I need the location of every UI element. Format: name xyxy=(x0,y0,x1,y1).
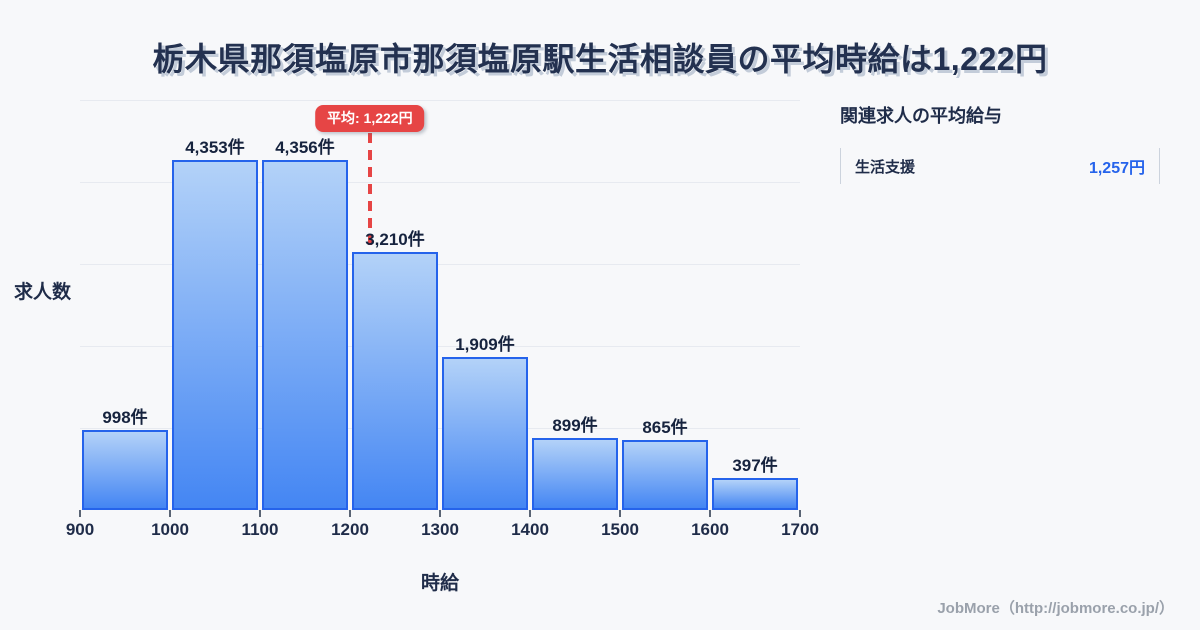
x-axis-tick-label: 1100 xyxy=(241,520,279,539)
related-jobs-panel: 関連求人の平均給与 生活支援 1,257円 xyxy=(840,102,1160,184)
x-axis-tick-label: 1700 xyxy=(781,520,819,539)
average-value-badge: 平均: 1,222円 xyxy=(315,105,425,132)
histogram-bar xyxy=(352,252,438,510)
x-axis-tick-label: 1000 xyxy=(151,520,189,539)
bar-value-label: 397件 xyxy=(732,456,778,475)
bar-value-label: 1,909件 xyxy=(455,335,515,354)
x-axis-tick-label: 1400 xyxy=(511,520,549,539)
related-job-row: 生活支援 1,257円 xyxy=(840,148,1160,184)
x-axis-tick xyxy=(709,510,711,517)
x-axis-tick-label: 1300 xyxy=(421,520,459,539)
x-axis-tick xyxy=(259,510,261,517)
x-axis-tick-label: 1600 xyxy=(691,520,729,539)
bar-value-label: 4,353件 xyxy=(185,138,245,157)
x-axis-tick xyxy=(799,510,801,517)
x-axis-tick xyxy=(439,510,441,517)
bar-value-label: 998件 xyxy=(102,408,148,427)
gridline xyxy=(80,100,800,101)
related-job-name: 生活支援 xyxy=(855,158,916,176)
bar-value-label: 899件 xyxy=(552,416,598,435)
related-job-wage: 1,257円 xyxy=(1088,160,1145,177)
x-axis-tick-label: 900 xyxy=(65,520,95,539)
histogram-bar xyxy=(172,160,258,510)
gridline xyxy=(80,264,800,265)
x-axis-tick xyxy=(529,510,531,517)
x-axis-tick-label: 1500 xyxy=(601,520,639,539)
x-axis-tick-label: 1200 xyxy=(331,520,369,539)
x-axis-tick xyxy=(349,510,351,517)
gridline xyxy=(80,182,800,183)
page-title: 栃木県那須塩原市那須塩原駅生活相談員の平均時給は1,222円 xyxy=(152,41,1048,77)
histogram-bar xyxy=(82,430,168,510)
y-axis-label: 求人数 xyxy=(14,282,72,303)
related-jobs-heading: 関連求人の平均給与 xyxy=(840,106,1002,126)
x-axis-tick xyxy=(169,510,171,517)
histogram-bar xyxy=(622,440,708,510)
gridline xyxy=(80,346,800,347)
bar-value-label: 4,356件 xyxy=(275,138,335,157)
bar-value-label: 3,210件 xyxy=(365,230,425,249)
histogram-bar xyxy=(712,478,798,510)
histogram-plot: 平均: 1,222円 998件 4,353件 4,356件 3,210件 1,909件 8… xyxy=(66,100,819,539)
x-axis-tick xyxy=(79,510,81,517)
histogram-bar xyxy=(532,438,618,510)
site-credit: JobMore（http://jobmore.co.jp/） xyxy=(937,600,1174,617)
histogram-bar xyxy=(262,160,348,510)
bar-value-label: 865件 xyxy=(642,418,688,437)
x-axis-tick xyxy=(619,510,621,517)
gridline xyxy=(80,428,800,429)
histogram-bar xyxy=(442,357,528,510)
x-axis-label: 時給 xyxy=(420,573,459,594)
